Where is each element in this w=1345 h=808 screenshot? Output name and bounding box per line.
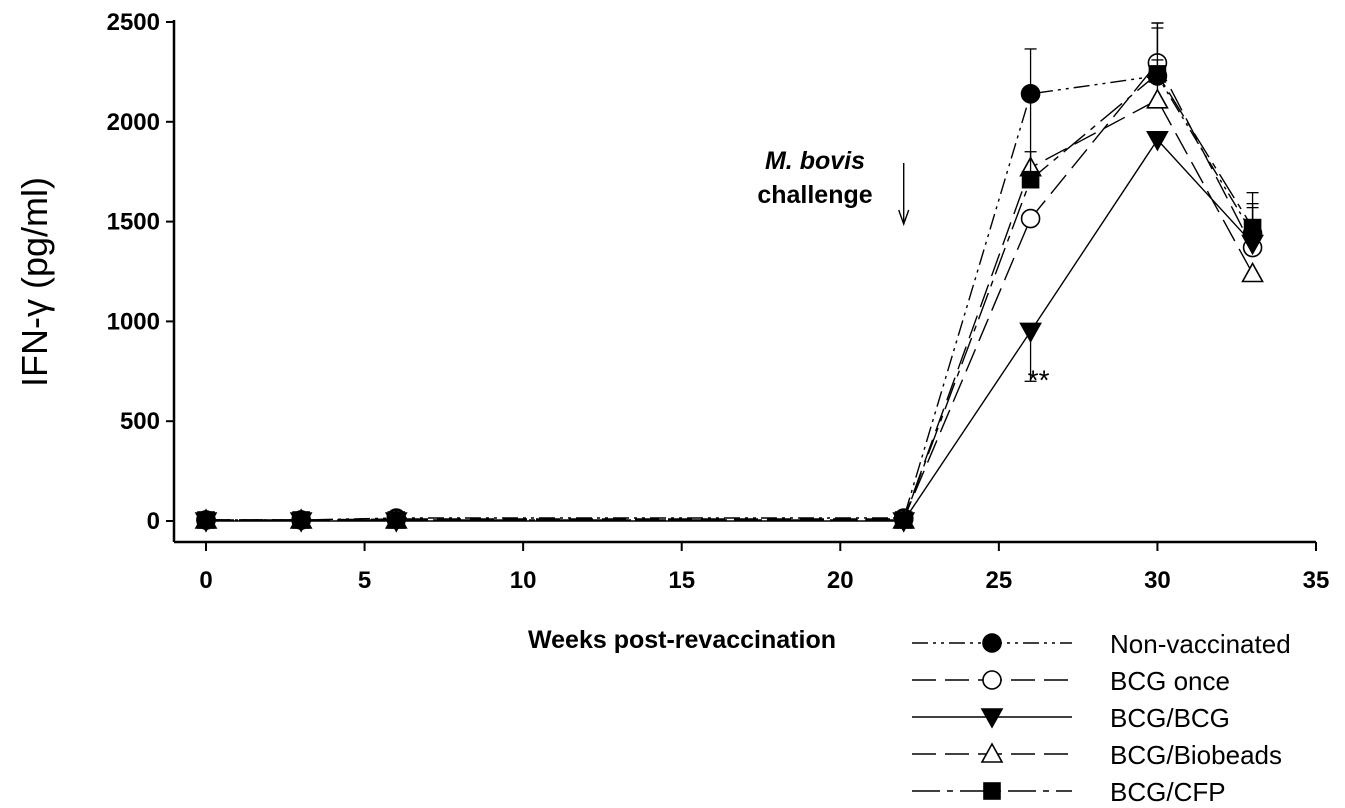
legend-marker: [982, 633, 1002, 653]
x-tick-label: 0: [199, 567, 212, 594]
legend-marker: [980, 708, 1004, 729]
data-point: [1241, 261, 1264, 283]
legend-item: Non-vaccinated: [912, 629, 1291, 659]
challenge-annotation-line1: M. bovis: [765, 147, 865, 175]
data-point: [1148, 65, 1167, 83]
legend-label: BCG/Biobeads: [1110, 740, 1282, 770]
legend-item: BCG/BCG: [912, 703, 1230, 733]
data-point: [1019, 322, 1042, 344]
legend-item: BCG/Biobeads: [912, 740, 1282, 770]
series-line: [206, 72, 1254, 521]
x-tick-label: 30: [1144, 567, 1171, 594]
legend-item: BCG/CFP: [912, 777, 1226, 807]
x-tick-label: 35: [1303, 567, 1330, 594]
series-line: [206, 138, 1254, 522]
y-tick-label: 1500: [107, 209, 160, 236]
legend-label: BCG once: [1110, 666, 1230, 696]
data-point: [894, 511, 913, 529]
series-line: [206, 61, 1254, 521]
challenge-annotation-line2: challenge: [757, 181, 872, 209]
legend-marker: [982, 670, 1002, 690]
series-layer: [194, 22, 1264, 533]
x-tick-label: 25: [986, 567, 1013, 594]
series-bcg-once: [196, 22, 1263, 530]
legend: Non-vaccinated BCG once BCG/BCG BCG/Biobead…: [912, 629, 1291, 807]
series-line: [206, 98, 1254, 521]
y-tick-label: 500: [120, 408, 160, 435]
x-tick-label: 15: [668, 567, 695, 594]
series-non-vaccinated: [196, 22, 1263, 530]
x-tick-label: 20: [827, 567, 854, 594]
legend-label: BCG/BCG: [1110, 703, 1230, 733]
data-point: [1146, 130, 1169, 152]
y-axis-title: IFN-γ (pg/ml): [14, 177, 55, 387]
x-axis-title: Weeks post-revaccination: [528, 626, 836, 654]
x-tick-label: 5: [358, 567, 371, 594]
y-tick-label: 0: [147, 508, 160, 535]
data-point: [1020, 208, 1041, 229]
series-line: [206, 75, 1254, 521]
data-point: [292, 511, 310, 529]
x-tick-label: 10: [510, 567, 537, 594]
y-tick-label: 2000: [107, 109, 160, 136]
legend-item: BCG once: [912, 666, 1230, 696]
data-point: [387, 511, 406, 529]
series-bcg-bcg: [194, 130, 1264, 533]
series-bcg-cfp: [197, 27, 1262, 529]
legend-marker: [983, 782, 1001, 800]
y-tick-label: 1000: [107, 308, 160, 335]
data-point: [1243, 218, 1262, 237]
significance-marker: **: [1028, 364, 1050, 395]
legend-marker: [980, 742, 1004, 763]
data-point: [1021, 170, 1040, 189]
data-point: [197, 511, 215, 529]
legend-label: BCG/CFP: [1110, 777, 1226, 803]
legend-label: Non-vaccinated: [1110, 629, 1291, 659]
challenge-arrow-icon: [898, 163, 910, 227]
data-point: [1146, 88, 1169, 109]
axes: 0 500 1000 1500 2000 2500 0 5 10 15 20 25 30 35: [107, 9, 1330, 594]
y-tick-label: 2500: [107, 9, 160, 36]
challenge-arrow-head: [898, 209, 910, 227]
